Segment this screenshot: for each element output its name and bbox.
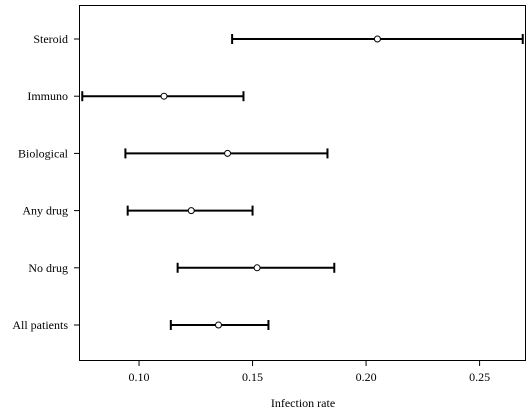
y-tick-label: All patients (12, 318, 68, 332)
x-tick-label: 0.20 (356, 370, 377, 384)
estimate-point (224, 149, 232, 157)
estimate-point (214, 321, 222, 329)
estimate-point (373, 35, 381, 43)
estimate-point (160, 92, 168, 100)
estimate-point (187, 207, 195, 215)
plot-marks (81, 34, 524, 330)
y-tick-label: No drug (28, 261, 68, 275)
x-axis: 0.10 0.15 0.20 0.25 (129, 360, 490, 384)
y-axis: Steroid Immuno Biological Any drug No drug Al… (12, 32, 80, 332)
x-tick-label: 0.15 (242, 370, 263, 384)
y-tick-label: Any drug (22, 204, 68, 218)
plot-frame (79, 5, 526, 361)
y-tick-label: Biological (18, 146, 69, 160)
x-axis-title: Infection rate (271, 396, 335, 409)
y-tick-label: Steroid (33, 32, 68, 46)
y-tick-label: Immuno (27, 89, 68, 103)
estimate-point (253, 264, 261, 272)
x-tick-label: 0.10 (129, 370, 150, 384)
x-tick-label: 0.25 (469, 370, 490, 384)
